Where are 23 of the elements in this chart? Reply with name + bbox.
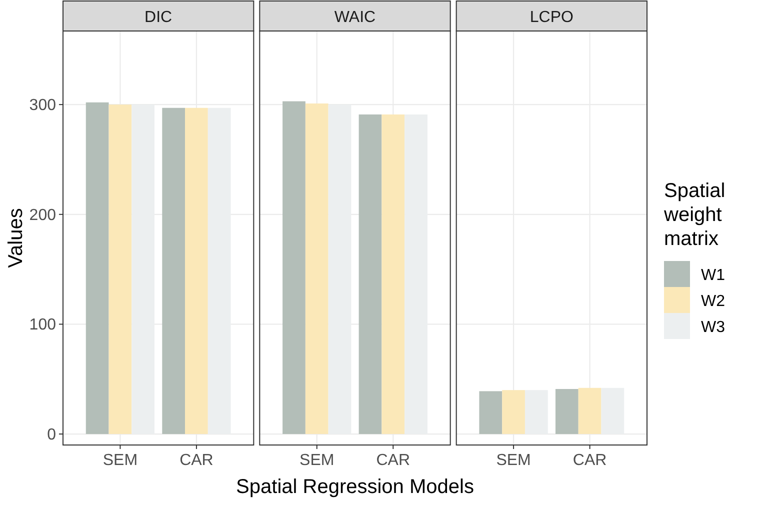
y-tick-label: 200 (29, 206, 56, 224)
y-tick-label: 100 (29, 316, 56, 334)
legend-label: W1 (701, 267, 726, 284)
chart-title: LCPO (530, 9, 574, 26)
legend-title: Spatial weight matrix (663, 180, 726, 250)
y-tick-label: 0 (47, 426, 56, 444)
legend-label: W3 (701, 319, 726, 336)
y-axis-title: Values (5, 208, 27, 268)
x-tick-label: SEM (300, 452, 334, 469)
x-tick-label: SEM (102, 452, 138, 469)
bar (382, 114, 405, 434)
chart-title: DIC (144, 9, 172, 26)
x-tick-label: CAR (572, 452, 607, 469)
chart-title: WAIC (334, 9, 376, 26)
x-tick-label: SEM (496, 452, 531, 469)
legend-label: W2 (701, 293, 726, 310)
bar (282, 101, 306, 434)
x-tick-label: CAR (376, 452, 410, 469)
y-tick-label: 300 (29, 97, 56, 114)
bar (358, 114, 382, 434)
x-tick-label: CAR (180, 452, 214, 469)
x-axis-title: Spatial Regression Models (236, 476, 474, 498)
bar (305, 103, 328, 434)
